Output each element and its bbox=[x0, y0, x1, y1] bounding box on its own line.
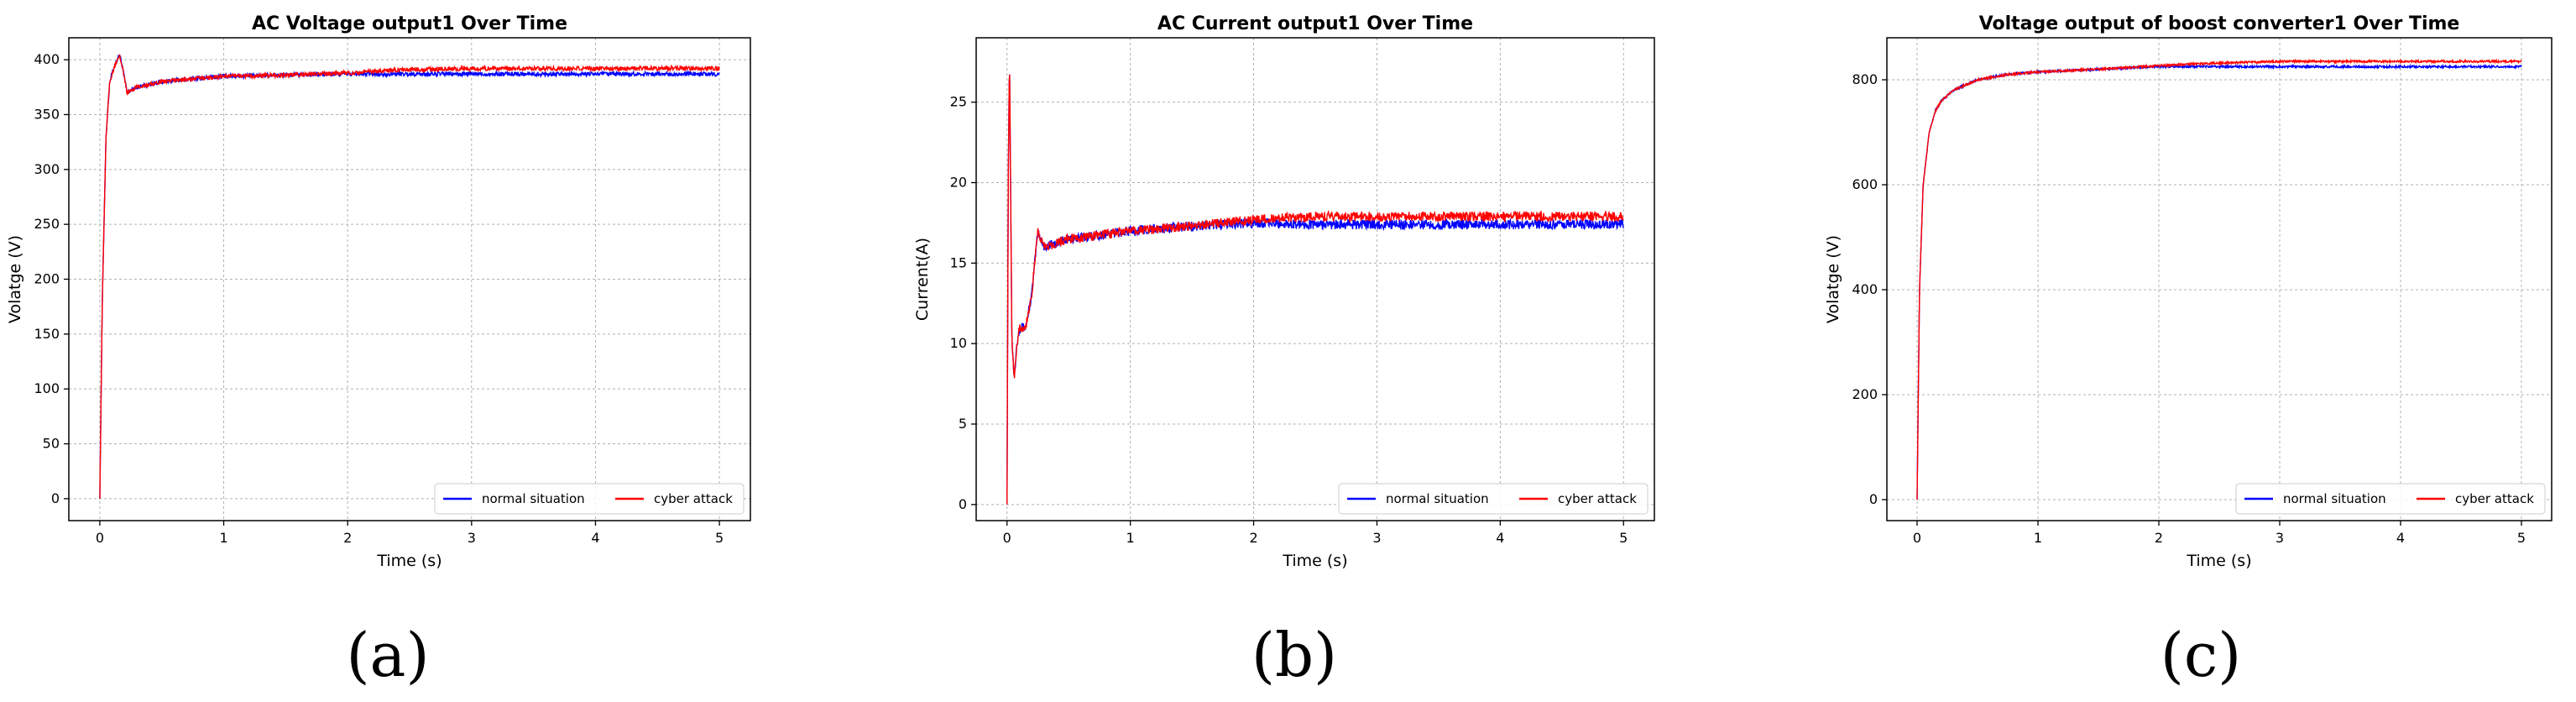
y-tick-label-7: 350 bbox=[34, 106, 60, 122]
subfigure-caption: (b) bbox=[1251, 620, 1337, 690]
y-tick-label-4: 200 bbox=[34, 271, 60, 287]
legend-box bbox=[434, 483, 745, 515]
legend-label-attack: cyber attack bbox=[2455, 491, 2534, 506]
legend-label-attack: cyber attack bbox=[1558, 491, 1637, 506]
series-line-normal bbox=[99, 54, 720, 499]
plot-frame bbox=[1886, 37, 2552, 521]
series-line-attack bbox=[1916, 58, 2522, 500]
x-tick-label-2: 2 bbox=[2155, 530, 2163, 546]
y-tick-label-2: 100 bbox=[34, 380, 60, 396]
series-line-attack bbox=[99, 54, 720, 499]
x-tick-label-4: 4 bbox=[1496, 530, 1504, 546]
y-tick-label-6: 300 bbox=[34, 161, 60, 177]
y-tick-label-2: 10 bbox=[950, 335, 967, 351]
x-tick-label-2: 2 bbox=[1249, 530, 1257, 546]
y-tick-label-5: 25 bbox=[950, 94, 967, 110]
y-tick-label-2: 400 bbox=[1852, 281, 1878, 297]
y-tick-label-1: 5 bbox=[959, 416, 967, 432]
y-tick-label-1: 50 bbox=[43, 436, 60, 452]
x-tick-label-3: 3 bbox=[1372, 530, 1381, 546]
x-tick-label-5: 5 bbox=[1619, 530, 1628, 546]
x-tick-label-0: 0 bbox=[1003, 530, 1011, 546]
legend: normal situation cyber attack bbox=[434, 483, 745, 515]
y-tick-label-4: 800 bbox=[1852, 71, 1878, 87]
y-tick-label-0: 0 bbox=[51, 490, 60, 506]
x-tick-label-0: 0 bbox=[96, 530, 104, 546]
chart-title: AC Current output1 Over Time bbox=[1157, 13, 1473, 34]
x-axis-label: Time (s) bbox=[1282, 552, 1347, 570]
y-tick-label-5: 250 bbox=[34, 216, 60, 232]
y-tick-label-3: 150 bbox=[34, 326, 60, 342]
y-tick-label-8: 400 bbox=[34, 51, 60, 67]
legend-label-attack: cyber attack bbox=[654, 491, 733, 506]
plot-frame bbox=[975, 37, 1655, 521]
x-tick-label-5: 5 bbox=[715, 530, 724, 546]
x-tick-label-2: 2 bbox=[343, 530, 352, 546]
x-tick-label-1: 1 bbox=[1126, 530, 1135, 546]
legend-label-normal: normal situation bbox=[482, 491, 585, 506]
y-tick-label-0: 0 bbox=[959, 496, 967, 512]
x-tick-label-0: 0 bbox=[1913, 530, 1921, 546]
x-tick-label-1: 1 bbox=[2034, 530, 2042, 546]
y-tick-label-3: 600 bbox=[1852, 176, 1878, 192]
x-tick-label-3: 3 bbox=[468, 530, 476, 546]
x-tick-label-3: 3 bbox=[2276, 530, 2284, 546]
chart-panel-3: 0 1 2 3 4 5 0 200 400 600 800 Voltage output of boo… bbox=[1824, 13, 2552, 690]
chart-title: Voltage output of boost converter1 Over … bbox=[1979, 13, 2460, 34]
chart-panel-2: 0 1 2 3 4 5 0 5 10 15 20 25 AC Current output1 Over … bbox=[913, 13, 1655, 690]
x-tick-label-1: 1 bbox=[219, 530, 227, 546]
y-axis-label: Volatge (V) bbox=[6, 235, 24, 323]
y-tick-label-0: 0 bbox=[1869, 491, 1878, 507]
x-axis-label: Time (s) bbox=[376, 552, 442, 570]
y-tick-label-1: 200 bbox=[1852, 386, 1878, 402]
legend-label-normal: normal situation bbox=[1386, 491, 1489, 506]
legend-box bbox=[2235, 483, 2546, 515]
series-line-attack bbox=[1006, 74, 1624, 505]
subfigure-caption: (c) bbox=[2161, 620, 2242, 690]
legend: normal situation cyber attack bbox=[1338, 483, 1649, 515]
y-tick-label-3: 15 bbox=[950, 254, 967, 270]
subfigure-caption: (a) bbox=[346, 620, 429, 690]
x-axis-label: Time (s) bbox=[2186, 552, 2251, 570]
legend: normal situation cyber attack bbox=[2235, 483, 2546, 515]
y-tick-label-4: 20 bbox=[950, 175, 967, 191]
y-axis-label: Current(A) bbox=[913, 238, 932, 321]
x-tick-label-5: 5 bbox=[2517, 530, 2526, 546]
x-tick-label-4: 4 bbox=[591, 530, 599, 546]
series-line-normal bbox=[1006, 74, 1624, 505]
x-tick-label-4: 4 bbox=[2396, 530, 2405, 546]
chart-title: AC Voltage output1 Over Time bbox=[252, 13, 567, 34]
y-axis-label: Volatge (V) bbox=[1824, 235, 1842, 323]
series-line-normal bbox=[1916, 63, 2522, 500]
legend-label-normal: normal situation bbox=[2283, 491, 2386, 506]
legend-box bbox=[1338, 483, 1649, 515]
